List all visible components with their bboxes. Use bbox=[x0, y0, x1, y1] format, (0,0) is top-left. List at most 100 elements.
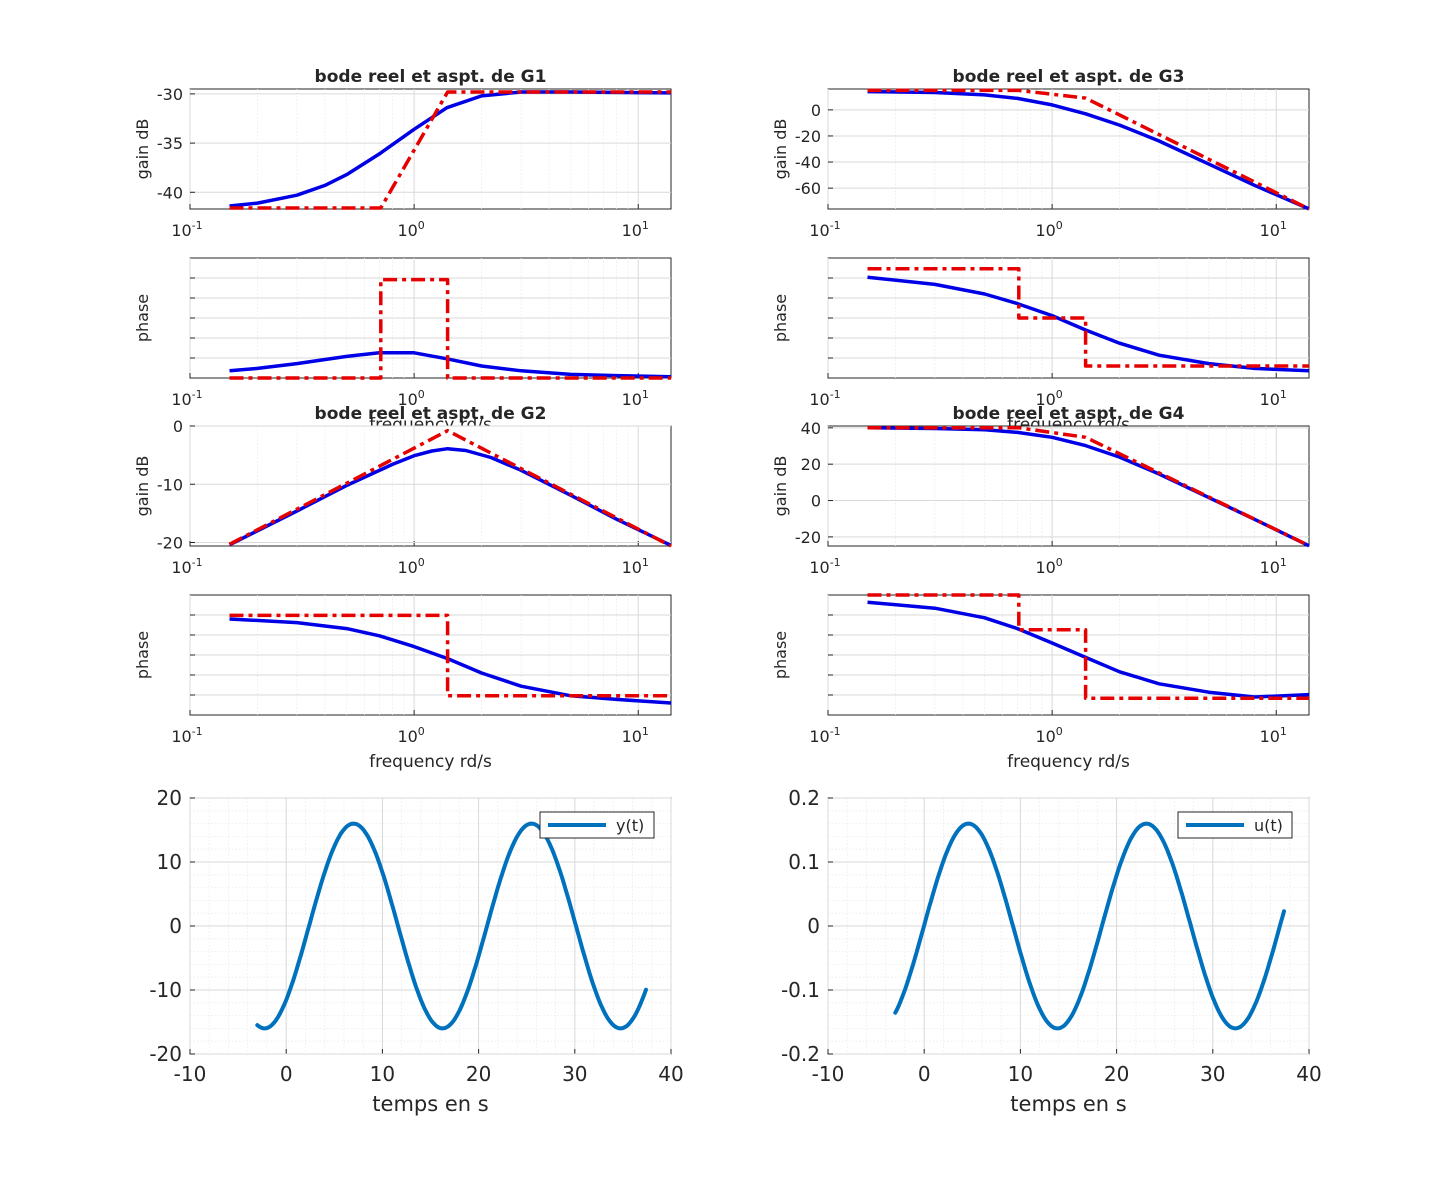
y-axis-label: phase bbox=[771, 294, 790, 342]
x-tick-label: -10 bbox=[174, 1062, 207, 1086]
y-axis-label: gain dB bbox=[771, 119, 790, 180]
x-tick-label: 101 bbox=[622, 219, 649, 240]
x-tick-label: 100 bbox=[397, 725, 424, 746]
chart-title: bode reel et aspt. de G4 bbox=[953, 404, 1185, 424]
x-tick-label: 101 bbox=[1260, 388, 1287, 409]
x-axis-label: temps en s bbox=[1010, 1092, 1126, 1116]
chart-title: bode reel et aspt. de G2 bbox=[315, 404, 547, 424]
signal-line bbox=[255, 821, 648, 1031]
x-tick-label: 101 bbox=[1260, 556, 1287, 577]
x-tick-label: 10-1 bbox=[809, 556, 840, 577]
y-tick-label: -0.2 bbox=[781, 1042, 820, 1066]
x-tick-label: 10-1 bbox=[809, 388, 840, 409]
x-tick-label: 40 bbox=[658, 1062, 683, 1086]
x-tick-label: 10-1 bbox=[809, 725, 840, 746]
x-tick-label: 10-1 bbox=[809, 219, 840, 240]
g2-phase-axes: 10-1 100 101 phase frequency rd/s bbox=[133, 594, 672, 772]
x-tick-label: 100 bbox=[1035, 556, 1062, 577]
y-axis-label: gain dB bbox=[133, 119, 152, 180]
x-axis-label: frequency rd/s bbox=[1007, 752, 1130, 772]
x-tick-label: 100 bbox=[397, 556, 424, 577]
y-tick-label: -20 bbox=[795, 127, 821, 146]
x-tick-label: 10 bbox=[370, 1062, 395, 1086]
y-axis-label: gain dB bbox=[771, 456, 790, 517]
asymptote-line bbox=[229, 277, 671, 380]
x-tick-label: 100 bbox=[1035, 725, 1062, 746]
y-tick-label: -10 bbox=[149, 978, 182, 1002]
x-axis-label: temps en s bbox=[372, 1092, 488, 1116]
x-tick-label: 10-1 bbox=[171, 388, 202, 409]
plot-area bbox=[189, 88, 672, 210]
y-tick-label: 0.2 bbox=[788, 786, 820, 810]
asymptote-line bbox=[867, 267, 1309, 368]
asymptote-line bbox=[229, 90, 671, 210]
y-tick-label: 20 bbox=[157, 786, 182, 810]
g4-phase-axes: 10-1 100 101 phase frequency rd/s bbox=[771, 593, 1310, 772]
x-tick-label: 100 bbox=[1035, 388, 1062, 409]
y-tick-label: -40 bbox=[795, 153, 821, 172]
y-tick-label: 0 bbox=[807, 914, 820, 938]
x-tick-label: 101 bbox=[622, 388, 649, 409]
u-time-axes: -10 0 10 20 30 40 0.2 0.1 0 -0.1 -0.2 u(t) temps en … bbox=[781, 786, 1322, 1116]
y-tick-label: 0.1 bbox=[788, 850, 820, 874]
legend-label: u(t) bbox=[1254, 816, 1283, 835]
asymptote-line bbox=[867, 593, 1309, 700]
y-tick-label: -35 bbox=[157, 134, 183, 153]
y-tick-label: 0 bbox=[173, 417, 183, 436]
y-axis-label: phase bbox=[133, 294, 152, 342]
y-axis-label: phase bbox=[133, 631, 152, 679]
chart-title: bode reel et aspt. de G3 bbox=[953, 67, 1185, 87]
y-tick-label: -20 bbox=[157, 534, 183, 553]
x-tick-label: 30 bbox=[562, 1062, 587, 1086]
g2-gain-axes: 10-1 100 101 0 -10 -20 bode reel et aspt. de G… bbox=[133, 404, 672, 577]
x-tick-label: 0 bbox=[918, 1062, 931, 1086]
x-tick-label: 100 bbox=[1035, 219, 1062, 240]
x-tick-label: 30 bbox=[1200, 1062, 1225, 1086]
x-tick-label: 101 bbox=[622, 725, 649, 746]
x-tick-label: 100 bbox=[397, 388, 424, 409]
g1-gain-axes: 10-1 100 101 -30 -35 -40 bode reel et aspt. de… bbox=[133, 67, 672, 240]
x-tick-label: 0 bbox=[280, 1062, 293, 1086]
x-tick-label: 40 bbox=[1296, 1062, 1321, 1086]
x-tick-label: 10 bbox=[1008, 1062, 1033, 1086]
asymptote-line bbox=[228, 428, 672, 548]
x-tick-label: 10-1 bbox=[171, 556, 202, 577]
y-axis-label: phase bbox=[771, 631, 790, 679]
y-tick-label: -20 bbox=[795, 528, 821, 547]
legend: y(t) bbox=[539, 811, 655, 839]
x-tick-label: -10 bbox=[812, 1062, 845, 1086]
x-tick-label: 101 bbox=[622, 556, 649, 577]
y-tick-label: -20 bbox=[149, 1042, 182, 1066]
x-tick-label: 20 bbox=[1104, 1062, 1129, 1086]
y-tick-label: 20 bbox=[801, 455, 821, 474]
y-tick-label: 0 bbox=[811, 101, 821, 120]
y-tick-label: -10 bbox=[157, 475, 183, 494]
asymptote-line bbox=[867, 426, 1310, 548]
g3-gain-axes: 10-1 100 101 0 -20 -40 -60 bode reel et aspt. d… bbox=[771, 67, 1310, 240]
y-axis-label: gain dB bbox=[133, 456, 152, 517]
g4-gain-axes: 10-1 100 101 40 20 0 -20 bode reel et aspt. de … bbox=[771, 404, 1310, 577]
plot-area bbox=[827, 425, 1310, 547]
real-response-line bbox=[867, 89, 1310, 211]
y-tick-label: -40 bbox=[157, 183, 183, 202]
x-tick-label: 101 bbox=[1260, 219, 1287, 240]
chart-title: bode reel et aspt. de G1 bbox=[315, 67, 547, 87]
signal-line bbox=[893, 821, 1286, 1031]
x-tick-label: 10-1 bbox=[171, 725, 202, 746]
plot-area bbox=[827, 88, 1310, 210]
legend: u(t) bbox=[1177, 811, 1293, 839]
real-response-line bbox=[229, 351, 672, 379]
y-tick-label: 0 bbox=[169, 914, 182, 938]
x-axis-label: frequency rd/s bbox=[369, 752, 492, 772]
x-tick-label: 20 bbox=[466, 1062, 491, 1086]
asymptote-line bbox=[867, 88, 1310, 211]
y-tick-label: 0 bbox=[811, 492, 821, 511]
y-tick-label: 10 bbox=[157, 850, 182, 874]
y-tick-label: -30 bbox=[157, 85, 183, 104]
legend-label: y(t) bbox=[616, 816, 644, 835]
x-tick-label: 100 bbox=[397, 219, 424, 240]
y-tick-label: -0.1 bbox=[781, 978, 820, 1002]
